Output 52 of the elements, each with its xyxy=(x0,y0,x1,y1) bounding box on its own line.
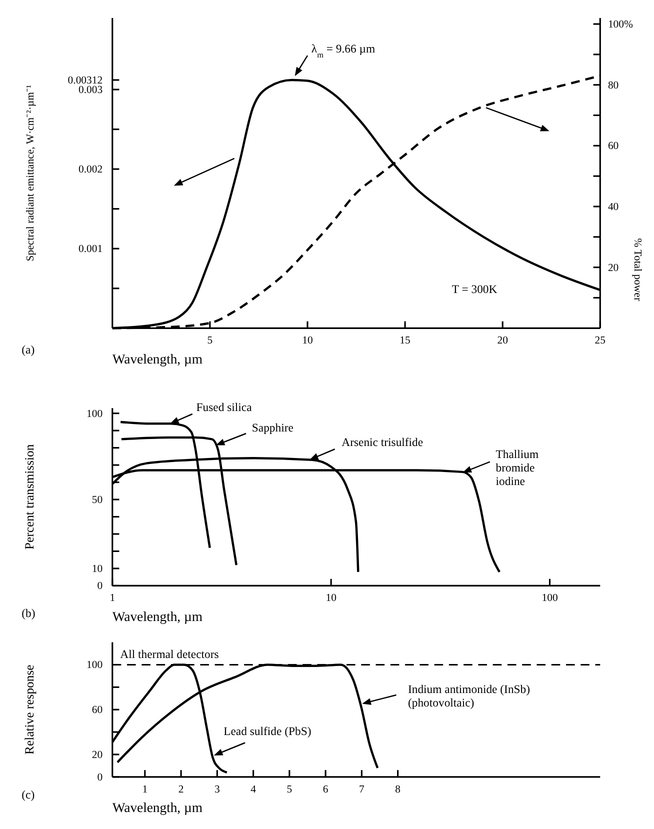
x-tick-label: 1 xyxy=(110,592,116,604)
x-tick-label: 4 xyxy=(250,783,257,796)
ref-line-label: All thermal detectors xyxy=(120,648,220,661)
x-tick-label: 20 xyxy=(497,334,508,347)
y2-axis-title: % Total power xyxy=(631,238,644,302)
y2-tick-label: 20 xyxy=(608,262,619,274)
x-tick-label: 10 xyxy=(302,334,313,347)
y-tick-label: 0.00312 xyxy=(68,74,103,86)
series-label: Lead sulfide (PbS) xyxy=(224,724,312,738)
y-tick-label: 10 xyxy=(92,562,103,575)
y-tick-label: 0.002 xyxy=(78,164,103,176)
x-tick-label: 5 xyxy=(286,783,292,796)
y-tick-label: 20 xyxy=(92,748,103,761)
x-tick-label: 1 xyxy=(142,783,148,796)
y-tick-label: 0.003 xyxy=(78,84,103,96)
y-axis-title: Relative response xyxy=(22,664,36,754)
text: (a) xyxy=(22,344,35,357)
x-tick-label: 100 xyxy=(542,592,558,604)
x-tick-label: 2 xyxy=(178,783,184,796)
x-axis-title: Wavelength, µm xyxy=(112,608,203,624)
y2-tick-label: 60 xyxy=(608,140,619,152)
series-label: Fused silica xyxy=(196,401,253,414)
y-tick-label: 100 xyxy=(86,659,103,672)
x-tick-label: 10 xyxy=(326,592,336,604)
x-tick-label: 3 xyxy=(214,783,220,796)
x-axis-title: Wavelength, µm xyxy=(112,800,203,816)
text: (b) xyxy=(22,606,36,620)
annotation: T = 300K xyxy=(452,283,498,296)
y2-tick-label: 100% xyxy=(608,18,634,30)
text: (c) xyxy=(22,788,35,802)
annotation: λ$_{m}$ = 9.66 µm xyxy=(311,42,376,60)
x-tick-label: 5 xyxy=(207,334,213,347)
x-tick-label: 8 xyxy=(395,783,400,796)
x-tick-label: 15 xyxy=(400,334,410,347)
series-label: Arsenic trisulfide xyxy=(342,436,424,450)
y-axis-title: Spectral radiant emittance, W·cm⁻²·µm⁻¹ xyxy=(24,84,36,262)
x-tick-label: 6 xyxy=(322,783,329,796)
y-tick-label: 0 xyxy=(97,771,103,784)
x-tick-label: 25 xyxy=(594,334,606,347)
y-tick-label: 100 xyxy=(86,408,103,420)
x-tick-label: 7 xyxy=(359,783,366,796)
y-tick-label: 50 xyxy=(92,494,103,506)
text: Sapphire xyxy=(252,422,294,435)
y-tick-label: 0.001 xyxy=(78,243,103,256)
y-axis-title: Percent transmission xyxy=(22,444,36,550)
y2-tick-label: 40 xyxy=(608,200,619,213)
x-axis-title: Wavelength, µm xyxy=(112,351,203,366)
y-tick-label: 0 xyxy=(97,580,103,592)
legend-label: Indium antimonide (InSb) (photovoltaic) xyxy=(408,683,530,710)
legend-label: Thallium bromide iodine xyxy=(496,448,539,488)
y-tick-label: 60 xyxy=(92,704,103,716)
y2-tick-label: 80 xyxy=(608,79,619,92)
